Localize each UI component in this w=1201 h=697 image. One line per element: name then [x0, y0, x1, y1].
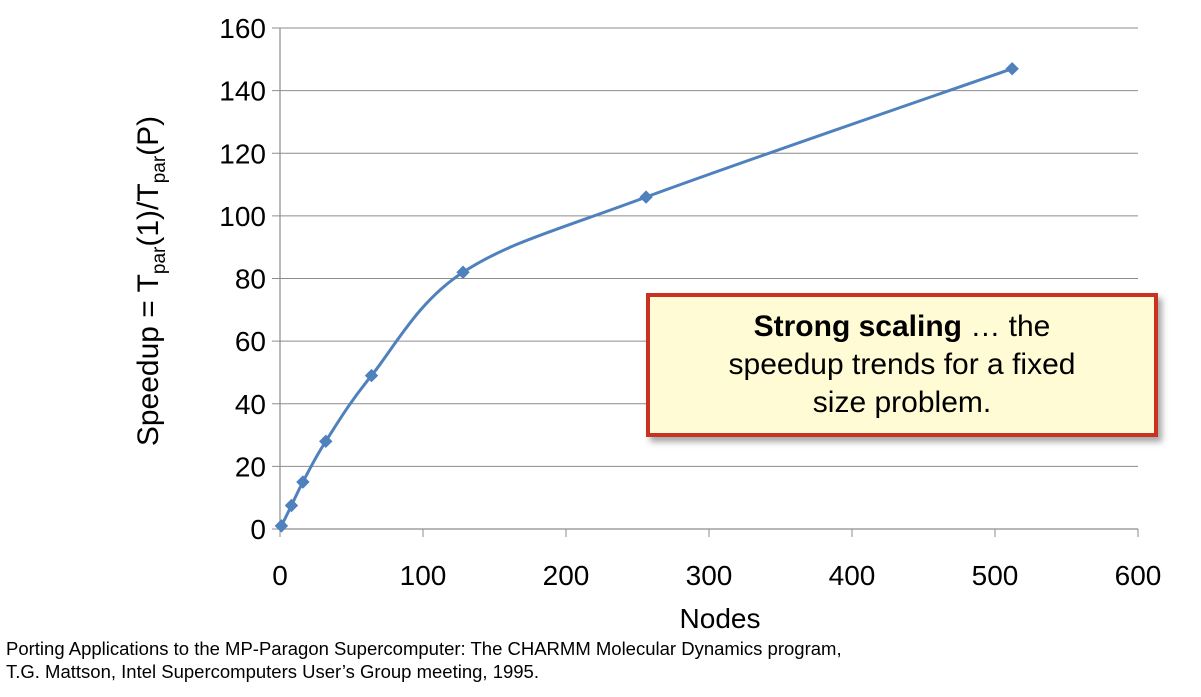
x-tick-label: 600 [1115, 560, 1162, 591]
y-tick-label: 40 [235, 389, 266, 420]
callout-line-2: speedup trends for a fixed [728, 348, 1076, 381]
data-point-marker [456, 265, 470, 279]
y-tick-label: 20 [235, 451, 266, 482]
y-tick-label: 100 [219, 201, 266, 232]
x-tick-label: 300 [686, 560, 733, 591]
x-tick-label: 100 [400, 560, 447, 591]
data-point-marker [639, 190, 653, 204]
x-tick-label: 400 [829, 560, 876, 591]
x-tick-label: 200 [543, 560, 590, 591]
y-tick-label: 80 [235, 264, 266, 295]
strong-scaling-callout: Strong scaling … the speedup trends for … [646, 293, 1158, 437]
data-point-marker [1005, 61, 1019, 76]
citation: Porting Applications to the MP-Paragon S… [6, 637, 842, 683]
data-point-marker [319, 434, 333, 449]
y-axis-label: Speedup = Tpar(1)/Tpar(P) [132, 116, 170, 446]
data-point-marker [284, 498, 299, 513]
series-markers [274, 61, 1019, 533]
citation-line-2: T.G. Mattson, Intel Supercomputers User’… [6, 661, 539, 682]
y-tick-label: 60 [235, 326, 266, 357]
y-tick-label: 140 [219, 76, 266, 107]
callout-bold-term: Strong scaling [753, 310, 962, 343]
axes [272, 27, 1139, 537]
data-point-marker [364, 368, 379, 383]
data-point-marker [296, 475, 310, 489]
tick-labels: 0 20 40 60 80 100 120 140 160 0 100 200 300 400 500 600 [219, 13, 1161, 591]
series-line [280, 67, 1013, 527]
y-tick-label: 0 [250, 514, 266, 545]
callout-line-3: size problem. [812, 386, 992, 419]
x-tick-label: 500 [972, 560, 1019, 591]
y-tick-label: 120 [219, 138, 266, 169]
y-tick-label: 160 [219, 13, 266, 44]
citation-line-1: Porting Applications to the MP-Paragon S… [6, 638, 842, 659]
data-point-marker [274, 519, 289, 533]
x-axis-label: Nodes [680, 603, 761, 634]
x-tick-label: 0 [272, 560, 288, 591]
callout-line-1: Strong scaling … the [754, 308, 1051, 346]
callout-line-1-rest: … the [961, 310, 1051, 343]
